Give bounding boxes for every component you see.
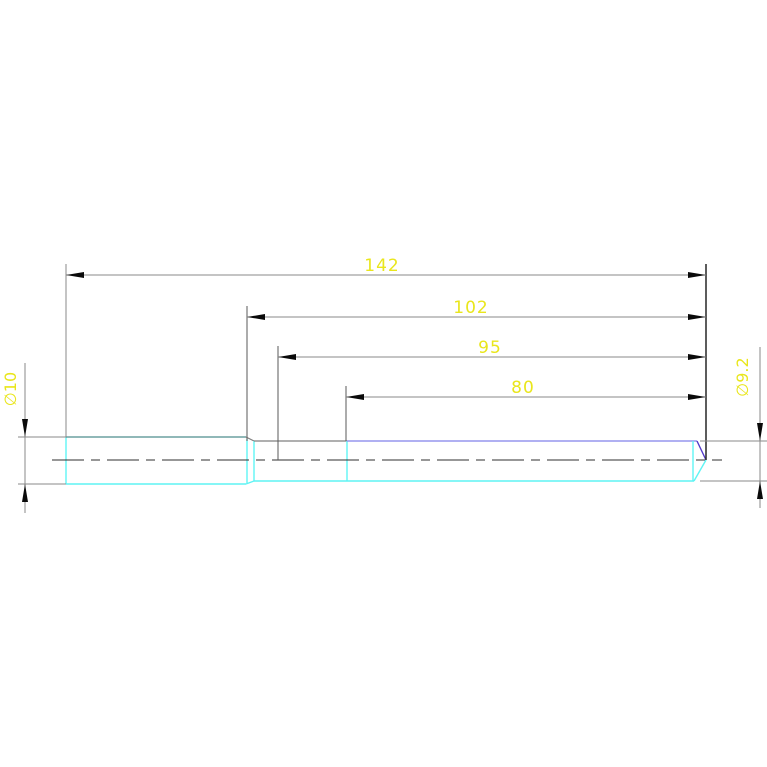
dim-label-80: 80 xyxy=(511,378,535,398)
tip-chamfer-top xyxy=(696,440,707,461)
dimension-142: 142 xyxy=(65,256,707,460)
arrowhead-d10-top xyxy=(22,419,28,437)
dim-label-102: 102 xyxy=(453,298,488,318)
dim-label-95: 95 xyxy=(478,338,502,358)
arrowhead-d92-top xyxy=(757,423,763,441)
dim-label-diameter-10: ∅10 xyxy=(1,372,20,406)
arrowhead-80-left xyxy=(346,394,364,400)
arrowhead-102-left xyxy=(247,314,265,320)
dimension-102: 102 xyxy=(246,298,706,441)
dim-label-142: 142 xyxy=(364,256,399,276)
dimension-diameter-9-2: ∅9.2 xyxy=(700,347,767,508)
dimension-80: 80 xyxy=(345,378,706,441)
arrowhead-95-left xyxy=(278,354,296,360)
arrowhead-d10-bottom xyxy=(22,484,28,502)
dim-label-diameter-9-2: ∅9.2 xyxy=(733,357,752,396)
shaft-step-chamfer-bottom xyxy=(245,480,255,485)
arrowhead-d92-bottom xyxy=(757,481,763,499)
shaft-outline xyxy=(65,436,707,485)
dimension-diameter-10: ∅10 xyxy=(1,363,66,513)
arrowhead-142-right xyxy=(688,272,706,278)
tip-chamfer-bottom xyxy=(693,459,707,482)
arrowhead-142-left xyxy=(66,272,84,278)
arrowhead-95-right xyxy=(688,354,706,360)
arrowhead-80-right xyxy=(688,394,706,400)
dimension-95: 95 xyxy=(277,338,706,460)
arrowhead-102-right xyxy=(688,314,706,320)
